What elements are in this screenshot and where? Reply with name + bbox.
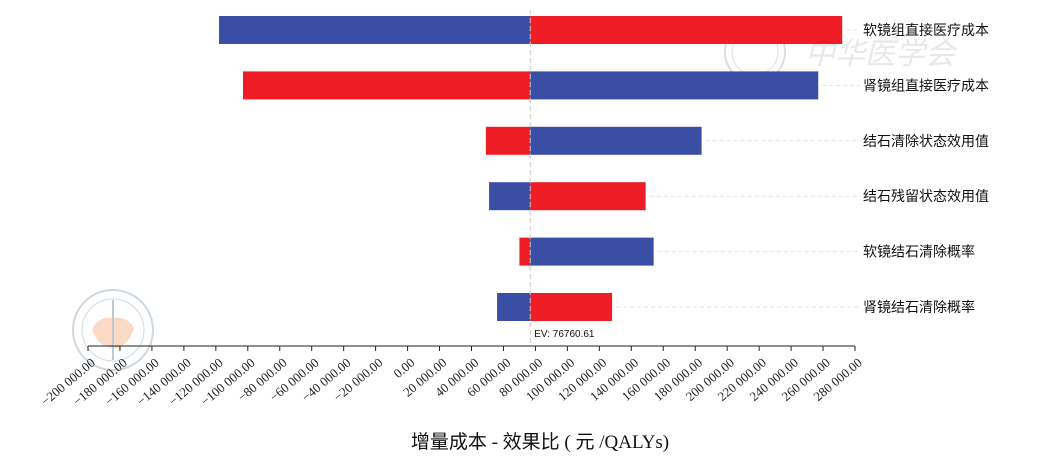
bar-low-segment — [497, 293, 531, 321]
bar-low-segment — [485, 126, 531, 155]
bar-low-segment — [519, 237, 531, 266]
category-label: 结石清除状态效用值 — [863, 134, 989, 150]
x-axis-title: 增量成本 - 效果比 ( 元 /QALYs) — [411, 431, 669, 453]
bar-low-segment — [489, 182, 531, 211]
bar-high-segment — [530, 16, 843, 44]
bar-high-segment — [530, 71, 819, 100]
category-label: 软镜结石清除概率 — [863, 244, 975, 261]
bar-low-segment — [219, 16, 531, 44]
bar-high-segment — [530, 126, 702, 155]
category-label: 肾镜结石清除概率 — [863, 299, 975, 316]
category-label: 肾镜组直接医疗成本 — [863, 77, 989, 94]
ev-label: EV: 76760.61 — [534, 329, 595, 340]
bar-high-segment — [530, 293, 613, 321]
category-label: 软镜组直接医疗成本 — [863, 22, 989, 39]
bar-high-segment — [530, 237, 654, 266]
bar-high-segment — [530, 182, 646, 211]
medical-association-logo — [72, 289, 154, 371]
category-label: 结石残留状态效用值 — [863, 189, 989, 205]
bar-low-segment — [242, 71, 531, 100]
